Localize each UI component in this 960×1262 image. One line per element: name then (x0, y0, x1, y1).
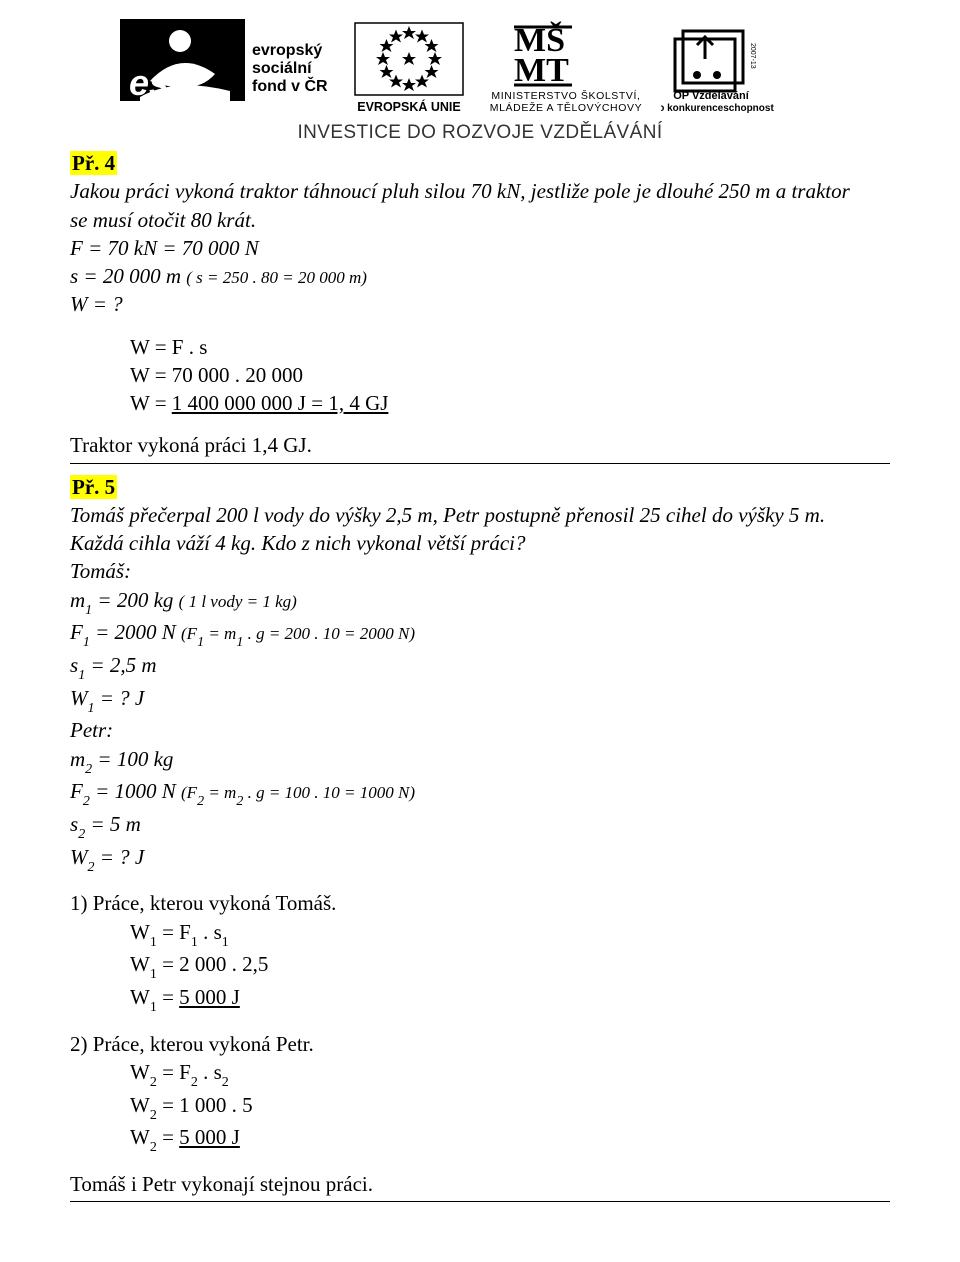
pr5-problem-l1: Tomáš přečerpal 200 l vody do výšky 2,5 … (70, 502, 890, 528)
pr4-calc-l3: W = 1 400 000 000 J = 1, 4 GJ (70, 390, 890, 416)
pr5-p-s: s2 = 5 m (70, 811, 890, 842)
banner-tagline: INVESTICE DO ROZVOJE VZDĚLÁVÁNÍ (70, 122, 890, 144)
msmt-logo-icon: MŠ MT MINISTERSTVO ŠKOLSTVÍ, MLÁDEŽE A T… (484, 19, 649, 114)
pr4-problem-l1: Jakou práci vykoná traktor táhnoucí pluh… (70, 178, 890, 204)
svg-text:MT: MT (514, 52, 569, 89)
esf-text-3: fond v ČR (252, 76, 328, 95)
problem-4: Př. 4 Jakou práci vykoná traktor táhnouc… (70, 150, 890, 459)
pr5-t-f: F1 = 2000 N (F1 = m1 . g = 200 . 10 = 20… (70, 619, 890, 650)
msmt-line2: MLÁDEŽE A TĚLOVÝCHOVY (490, 101, 642, 114)
pr5-part1-l2: W1 = 2 000 . 2,5 (70, 951, 890, 982)
problem-5: Př. 5 Tomáš přečerpal 200 l vody do výšk… (70, 474, 890, 1198)
pr5-part2-l1: W2 = F2 . s2 (70, 1059, 890, 1090)
op-line1: OP Vzdělávání (673, 90, 750, 102)
svg-text:esf: esf (129, 62, 184, 103)
divider-2 (70, 1201, 890, 1202)
eu-flag-icon: EVROPSKÁ UNIE (347, 19, 472, 114)
pr5-problem-l2: Každá cihla váží 4 kg. Kdo z nich vykona… (70, 530, 890, 556)
pr5-p-w: W2 = ? J (70, 844, 890, 875)
pr5-part1-l1: W1 = F1 . s1 (70, 919, 890, 950)
pr4-calc-l1: W = F . s (70, 334, 890, 360)
pr4-given-l3: W = ? (70, 291, 890, 317)
pr5-part2-h: 2) Práce, kterou vykoná Petr. (70, 1031, 890, 1057)
eu-label: EVROPSKÁ UNIE (357, 99, 461, 114)
pr5-p-f: F2 = 1000 N (F2 = m2 . g = 100 . 10 = 10… (70, 778, 890, 809)
esf-logo-icon: esf evropský sociální fond v ČR (120, 19, 335, 114)
divider-1 (70, 463, 890, 464)
pr5-p-m: m2 = 100 kg (70, 746, 890, 777)
logo-banner: esf evropský sociální fond v ČR (120, 16, 840, 116)
pr5-part2-l3: W2 = 5 000 J (70, 1124, 890, 1155)
pr5-part2-l2: W2 = 1 000 . 5 (70, 1092, 890, 1123)
pr4-given-l1: F = 70 kN = 70 000 N (70, 235, 890, 261)
worksheet-page: esf evropský sociální fond v ČR (0, 0, 960, 1262)
pr4-problem-l2: se musí otočit 80 krát. (70, 207, 890, 233)
pr5-part1-h: 1) Práce, kterou vykoná Tomáš. (70, 890, 890, 916)
pr5-t-w: W1 = ? J (70, 685, 890, 716)
pr5-label: Př. 5 (70, 475, 117, 499)
pr4-given-l2: s = 20 000 m ( s = 250 . 80 = 20 000 m) (70, 263, 890, 289)
svg-text:2007-13: 2007-13 (749, 43, 756, 69)
pr5-t-s: s1 = 2,5 m (70, 652, 890, 683)
pr4-label: Př. 4 (70, 151, 117, 175)
pr5-petr-header: Petr: (70, 717, 890, 743)
op-line2: pro konkurenceschopnost (661, 103, 774, 114)
pr5-answer: Tomáš i Petr vykonají stejnou práci. (70, 1171, 890, 1197)
esf-text-2: sociální (252, 60, 312, 77)
pr4-answer: Traktor vykoná práci 1,4 GJ. (70, 432, 890, 458)
opvk-logo-icon: 2007-13 OP Vzdělávání pro konkurencescho… (661, 19, 831, 114)
pr5-tomas-header: Tomáš: (70, 558, 890, 584)
pr5-part1-l3: W1 = 5 000 J (70, 984, 890, 1015)
pr5-t-m: m1 = 200 kg ( 1 l vody = 1 kg) (70, 587, 890, 618)
pr4-calc-l2: W = 70 000 . 20 000 (70, 362, 890, 388)
msmt-line1: MINISTERSTVO ŠKOLSTVÍ, (491, 89, 640, 102)
esf-text-1: evropský (252, 42, 322, 59)
